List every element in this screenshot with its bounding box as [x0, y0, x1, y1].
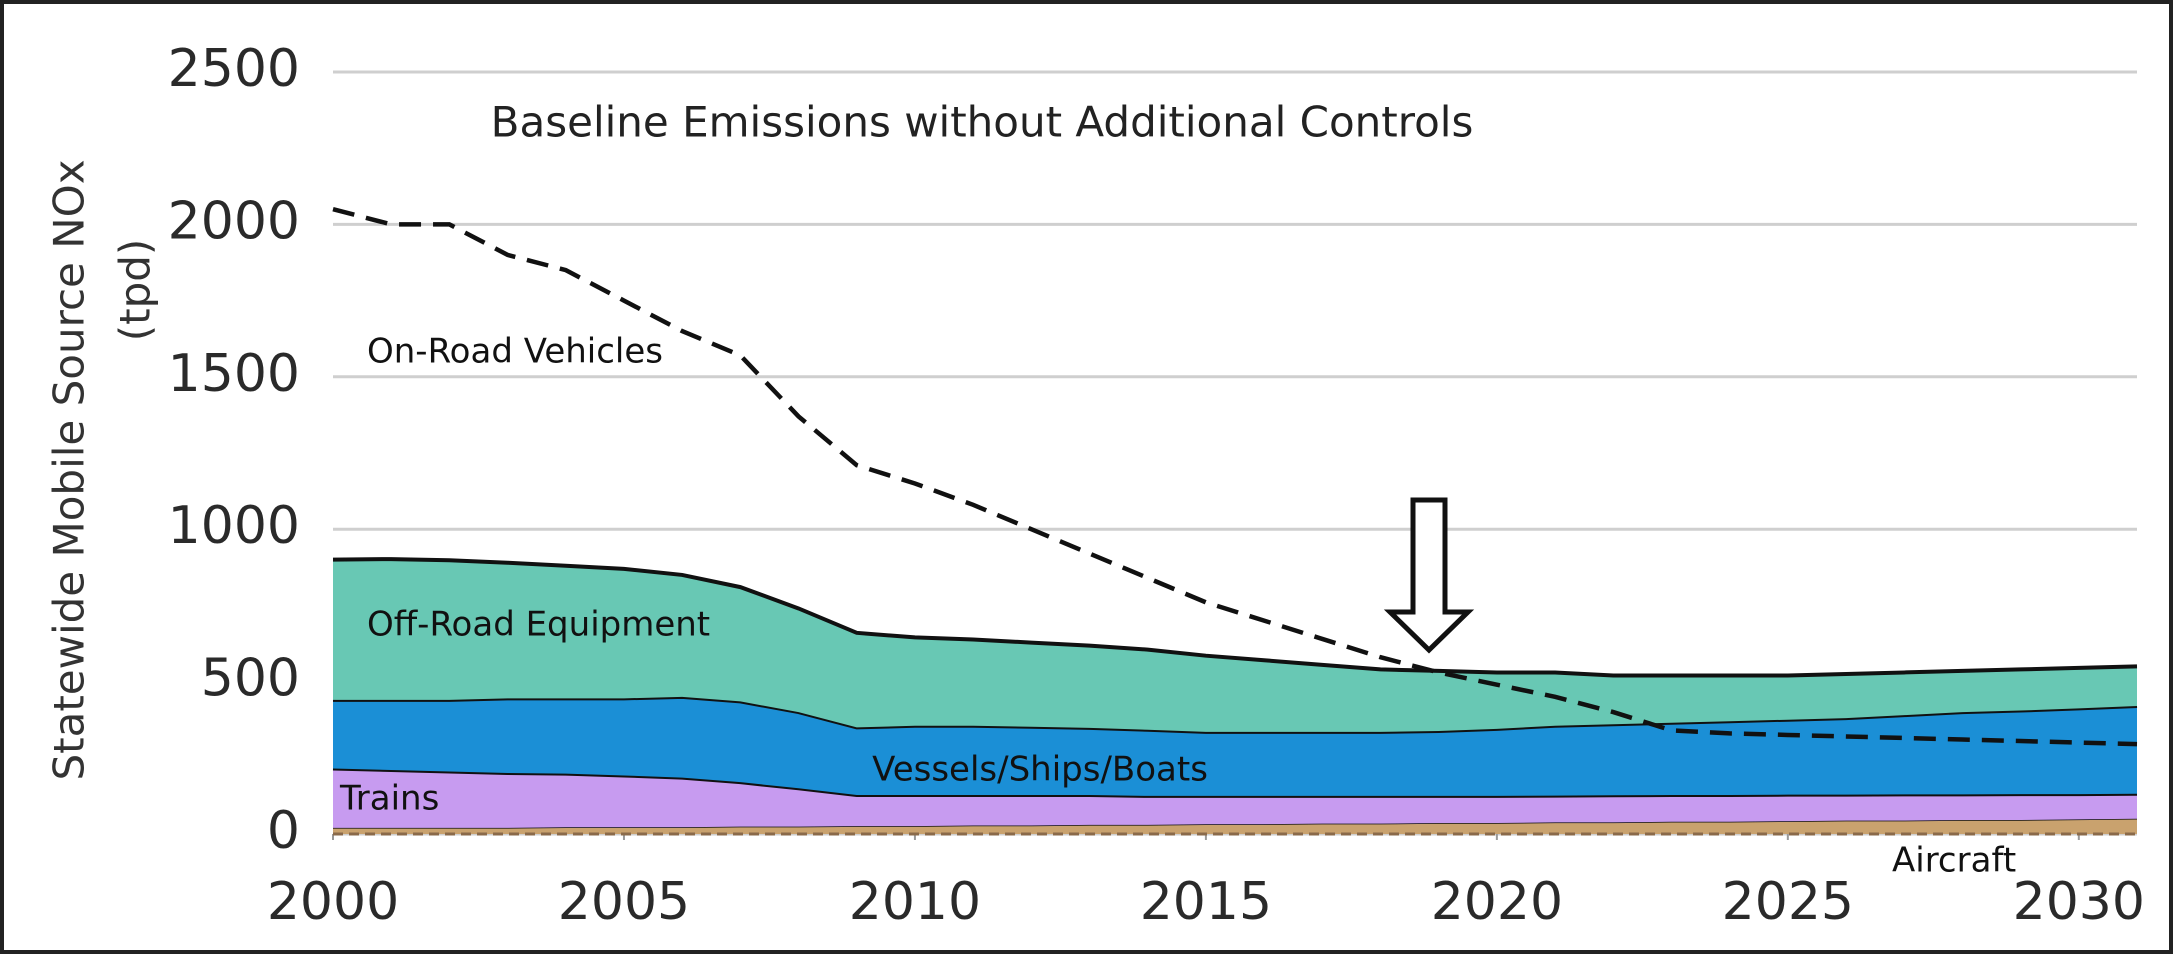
- x-tick-label: 2030: [2013, 872, 2145, 932]
- area: [333, 818, 2137, 834]
- y-label-line: (tpd): [111, 239, 160, 342]
- x-tick-label: 2015: [1140, 872, 1272, 932]
- x-tick-label: 2005: [558, 872, 690, 932]
- x-tick-label: 2010: [849, 872, 981, 932]
- series-label: Vessels/Ships/Boats: [872, 750, 1208, 790]
- area-edge: [332, 557, 2138, 678]
- series-label: Aircraft: [1892, 841, 2016, 881]
- area: [333, 559, 2137, 732]
- arrow: [1383, 497, 1475, 654]
- area: [333, 696, 2137, 796]
- series-label: Trains: [339, 779, 439, 819]
- y-tick-label: 1500: [168, 344, 300, 404]
- y-tick-label: 1000: [168, 496, 300, 556]
- area: [333, 768, 2137, 828]
- series-label: Off-Road Equipment: [367, 605, 710, 645]
- y-axis-label: Statewide Mobile Source NOx (tpd): [45, 159, 160, 780]
- chart-title: Baseline Emissions without Additional Co…: [491, 98, 1474, 147]
- x-tick-label: 2025: [1722, 872, 1854, 932]
- line: [332, 206, 2138, 747]
- y-label-line: Statewide Mobile Source NOx: [45, 159, 94, 780]
- x-tick-label: 2000: [267, 872, 399, 932]
- x-tick-label: 2020: [1431, 872, 1563, 932]
- y-tick-label: 2500: [168, 39, 300, 99]
- labels: Aircraft Trains Vessels/Ships/Boats Off-Roa…: [339, 332, 2016, 881]
- series-label: On-Road Vehicles: [367, 332, 663, 372]
- plot-area: [332, 206, 2138, 836]
- y-tick-label: 0: [267, 801, 300, 861]
- y-tick-label: 500: [201, 649, 300, 709]
- y-tick-label: 2000: [168, 191, 300, 251]
